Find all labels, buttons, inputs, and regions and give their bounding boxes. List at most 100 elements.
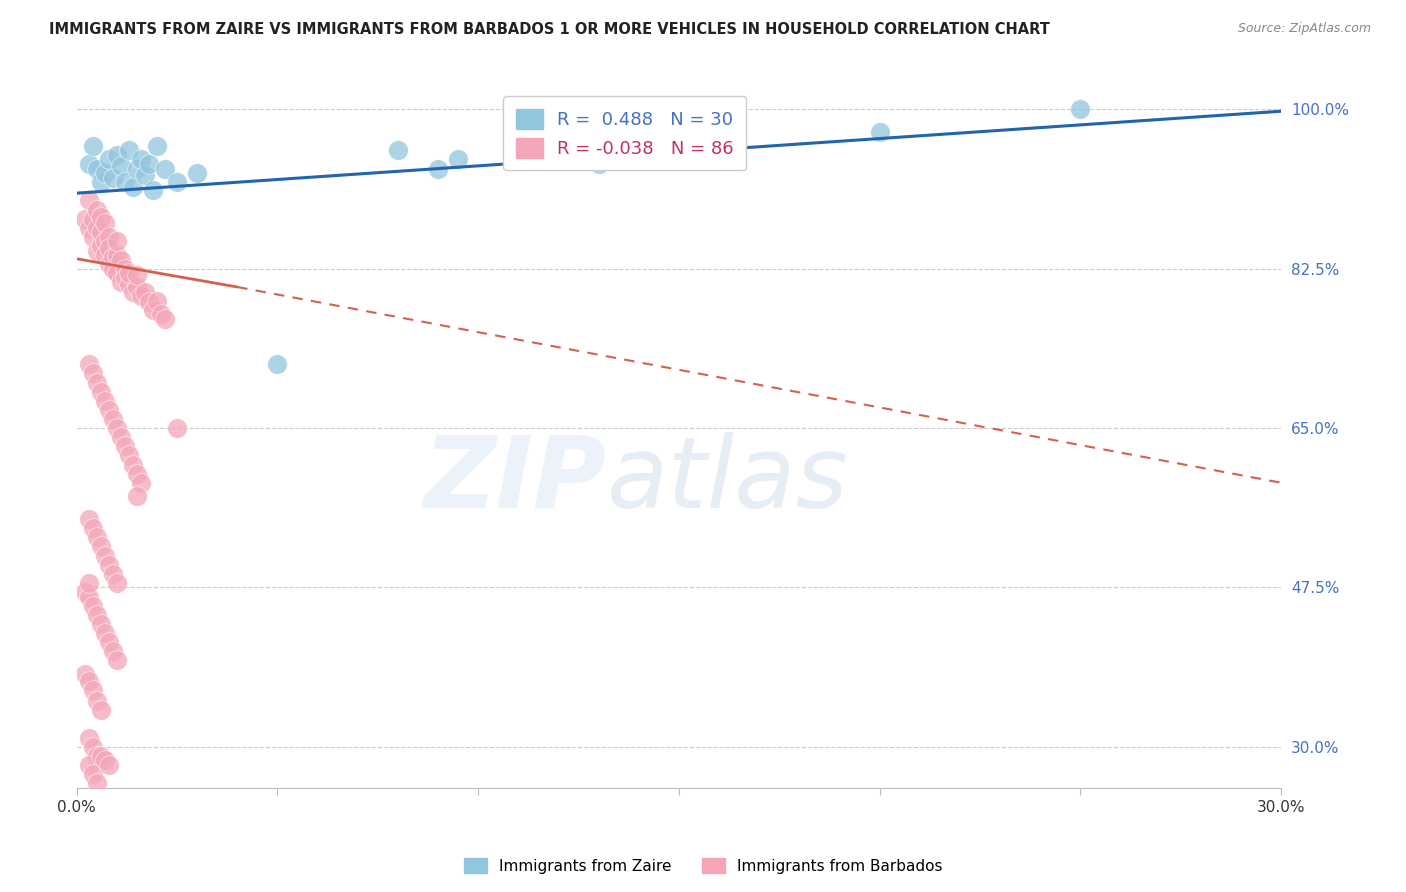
Point bbox=[77, 194, 100, 208]
Text: Source: ZipAtlas.com: Source: ZipAtlas.com bbox=[1237, 22, 1371, 36]
Point bbox=[90, 703, 112, 717]
Point bbox=[77, 731, 100, 745]
Point bbox=[101, 250, 124, 264]
Point bbox=[82, 739, 104, 754]
Point bbox=[146, 138, 169, 153]
Point bbox=[86, 376, 108, 390]
Point bbox=[105, 266, 128, 280]
Point bbox=[77, 220, 100, 235]
Point bbox=[118, 144, 141, 158]
Point bbox=[97, 257, 120, 271]
Point bbox=[86, 244, 108, 258]
Point bbox=[105, 235, 128, 249]
Point bbox=[97, 558, 120, 572]
Point bbox=[129, 153, 152, 167]
Point bbox=[90, 239, 112, 253]
Point bbox=[105, 653, 128, 667]
Point bbox=[134, 168, 156, 182]
Point bbox=[77, 357, 100, 371]
Point bbox=[86, 694, 108, 708]
Point bbox=[186, 166, 208, 180]
Point bbox=[82, 683, 104, 698]
Point bbox=[77, 157, 100, 171]
Point bbox=[121, 458, 143, 472]
Legend: Immigrants from Zaire, Immigrants from Barbados: Immigrants from Zaire, Immigrants from B… bbox=[457, 852, 949, 880]
Point bbox=[97, 153, 120, 167]
Point bbox=[387, 144, 409, 158]
Point bbox=[125, 161, 148, 176]
Point bbox=[125, 467, 148, 481]
Point bbox=[82, 138, 104, 153]
Point bbox=[125, 268, 148, 282]
Point bbox=[166, 175, 188, 189]
Point bbox=[90, 175, 112, 189]
Point bbox=[97, 758, 120, 772]
Point bbox=[153, 311, 176, 326]
Point bbox=[86, 202, 108, 217]
Point bbox=[97, 635, 120, 649]
Point bbox=[110, 276, 132, 290]
Point bbox=[86, 607, 108, 622]
Point bbox=[627, 153, 650, 167]
Point bbox=[86, 776, 108, 790]
Point bbox=[77, 674, 100, 689]
Point bbox=[142, 302, 165, 317]
Point bbox=[82, 521, 104, 535]
Point bbox=[82, 767, 104, 781]
Point bbox=[101, 412, 124, 426]
Point bbox=[93, 626, 115, 640]
Point bbox=[93, 166, 115, 180]
Point bbox=[82, 230, 104, 244]
Point bbox=[426, 161, 449, 176]
Point bbox=[110, 159, 132, 173]
Text: ZIP: ZIP bbox=[423, 432, 606, 529]
Point bbox=[97, 241, 120, 255]
Point bbox=[114, 175, 136, 189]
Legend: R =  0.488   N = 30, R = -0.038   N = 86: R = 0.488 N = 30, R = -0.038 N = 86 bbox=[503, 96, 747, 170]
Point bbox=[73, 667, 96, 681]
Point bbox=[869, 125, 891, 139]
Point bbox=[90, 384, 112, 399]
Point bbox=[101, 170, 124, 185]
Point bbox=[82, 211, 104, 226]
Point bbox=[118, 266, 141, 280]
Point bbox=[86, 161, 108, 176]
Point bbox=[149, 307, 172, 321]
Point bbox=[101, 261, 124, 276]
Point bbox=[118, 277, 141, 292]
Point bbox=[86, 748, 108, 763]
Point bbox=[129, 475, 152, 490]
Point bbox=[114, 439, 136, 453]
Point bbox=[105, 148, 128, 162]
Point bbox=[90, 748, 112, 763]
Point bbox=[77, 590, 100, 604]
Point bbox=[90, 210, 112, 224]
Point bbox=[90, 540, 112, 554]
Point bbox=[114, 270, 136, 285]
Point bbox=[101, 566, 124, 581]
Point bbox=[93, 216, 115, 230]
Point bbox=[153, 161, 176, 176]
Point bbox=[129, 289, 152, 303]
Point bbox=[121, 179, 143, 194]
Point bbox=[86, 220, 108, 235]
Point bbox=[118, 449, 141, 463]
Point bbox=[93, 393, 115, 408]
Point bbox=[73, 211, 96, 226]
Point bbox=[77, 512, 100, 526]
Point bbox=[138, 295, 160, 310]
Point bbox=[90, 616, 112, 631]
Point bbox=[121, 285, 143, 299]
Point bbox=[110, 430, 132, 444]
Text: IMMIGRANTS FROM ZAIRE VS IMMIGRANTS FROM BARBADOS 1 OR MORE VEHICLES IN HOUSEHOL: IMMIGRANTS FROM ZAIRE VS IMMIGRANTS FROM… bbox=[49, 22, 1050, 37]
Point bbox=[105, 248, 128, 262]
Point bbox=[105, 421, 128, 435]
Point bbox=[105, 575, 128, 590]
Point bbox=[110, 252, 132, 267]
Point bbox=[93, 754, 115, 768]
Point bbox=[77, 575, 100, 590]
Point bbox=[97, 403, 120, 417]
Point bbox=[125, 489, 148, 503]
Point bbox=[134, 285, 156, 299]
Point bbox=[114, 261, 136, 276]
